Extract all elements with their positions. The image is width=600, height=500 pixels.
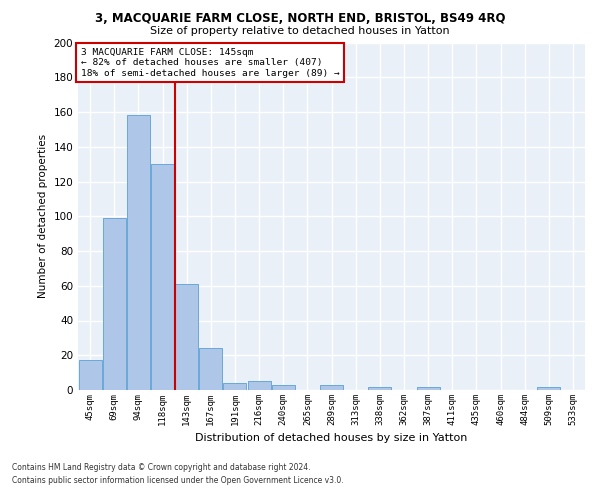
Bar <box>79 360 101 390</box>
Bar <box>368 386 391 390</box>
Bar <box>103 218 125 390</box>
Text: Contains HM Land Registry data © Crown copyright and database right 2024.: Contains HM Land Registry data © Crown c… <box>12 462 311 471</box>
Bar <box>248 382 271 390</box>
Y-axis label: Number of detached properties: Number of detached properties <box>38 134 48 298</box>
Text: Size of property relative to detached houses in Yatton: Size of property relative to detached ho… <box>150 26 450 36</box>
Bar <box>320 385 343 390</box>
Bar <box>416 386 440 390</box>
Text: Contains public sector information licensed under the Open Government Licence v3: Contains public sector information licen… <box>12 476 344 485</box>
Bar <box>151 164 174 390</box>
Bar <box>127 116 150 390</box>
Bar <box>538 386 560 390</box>
Text: 3 MACQUARIE FARM CLOSE: 145sqm
← 82% of detached houses are smaller (407)
18% of: 3 MACQUARIE FARM CLOSE: 145sqm ← 82% of … <box>80 48 339 78</box>
X-axis label: Distribution of detached houses by size in Yatton: Distribution of detached houses by size … <box>196 434 467 444</box>
Bar <box>175 284 198 390</box>
Bar <box>272 385 295 390</box>
Bar <box>223 383 247 390</box>
Text: 3, MACQUARIE FARM CLOSE, NORTH END, BRISTOL, BS49 4RQ: 3, MACQUARIE FARM CLOSE, NORTH END, BRIS… <box>95 12 505 26</box>
Bar <box>199 348 222 390</box>
